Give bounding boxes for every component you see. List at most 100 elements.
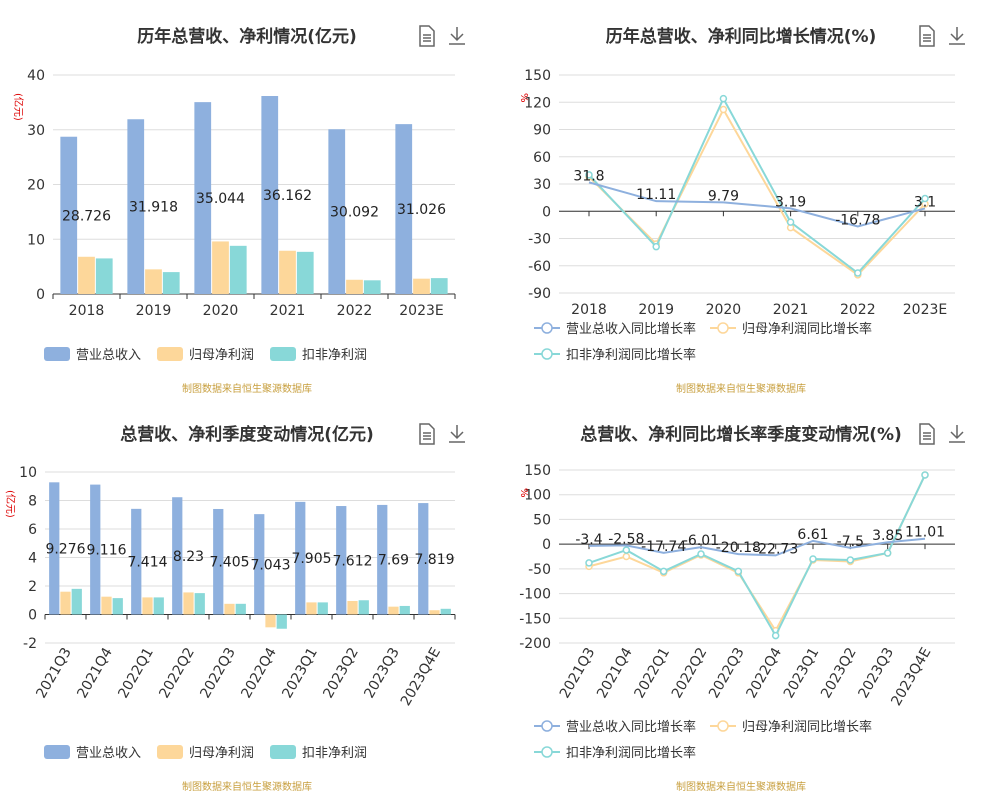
y-tick-label: 4 [28, 551, 37, 567]
panel-annual-growth: 历年总营收、净利同比增长情况(%) -90 -60 -30 0 30 60 90 120 150… [494, 0, 988, 405]
document-icon[interactable] [416, 24, 438, 48]
bar [49, 482, 60, 615]
legend-label-profit-growth[interactable]: 归母净利润同比增长率 [742, 322, 873, 337]
legend-icon-revenue[interactable] [534, 719, 560, 733]
data-label: 30.092 [330, 205, 379, 221]
y-tick-label: 100 [524, 488, 551, 504]
bar [328, 129, 346, 294]
x-tick-label: 2021 [773, 302, 809, 318]
data-source-note: 制图数据来自恒生聚源数据库 [182, 384, 312, 395]
bar [127, 119, 145, 294]
legend-icon-deducted[interactable] [534, 745, 560, 759]
legend-label-revenue-growth[interactable]: 营业总收入同比增长率 [566, 322, 697, 337]
data-point [719, 94, 728, 103]
data-point [786, 218, 795, 226]
x-tick-label: 2023Q3 [361, 645, 403, 701]
data-label: -2.58 [608, 531, 644, 547]
y-tick-label: -200 [519, 636, 551, 652]
legend-swatch-revenue[interactable] [44, 346, 70, 361]
download-icon[interactable] [446, 24, 468, 48]
chart-title: 历年总营收、净利同比增长情况(%) [605, 27, 877, 47]
legend-swatch-revenue[interactable] [44, 744, 70, 759]
data-source-note: 制图数据来自恒生聚源数据库 [676, 384, 806, 395]
x-tick-label: 2023Q2 [320, 645, 362, 701]
x-tick-label: 2023E [903, 302, 947, 318]
y-axis-label: % [518, 488, 529, 498]
y-tick-label: 0 [36, 287, 45, 303]
x-tick-label: 2019 [638, 302, 674, 318]
data-label: 35.044 [196, 191, 245, 207]
legend-label-deducted[interactable]: 扣非净利润 [302, 348, 368, 363]
data-label: 7.043 [250, 557, 290, 573]
bar [194, 593, 205, 615]
legend-swatch-profit[interactable] [157, 744, 184, 759]
data-point [622, 552, 631, 561]
x-tick-label: 2022 [337, 303, 373, 319]
bar [346, 279, 363, 294]
bar [429, 610, 440, 615]
bar [60, 591, 71, 615]
bar [377, 504, 388, 615]
data-label: 28.726 [62, 208, 111, 224]
legend-icon-deducted[interactable] [534, 347, 560, 361]
document-icon[interactable] [916, 422, 938, 446]
data-point [719, 105, 728, 114]
bar [265, 614, 276, 628]
legend-label-deducted[interactable]: 扣非净利润 [302, 746, 368, 761]
legend-swatch-deducted[interactable] [270, 744, 297, 759]
y-tick-label: 150 [524, 68, 551, 84]
legend-label-deducted-growth[interactable]: 扣非净利润同比增长率 [566, 746, 697, 761]
y-tick-label: 10 [19, 465, 37, 481]
x-tick-label: 2023Q1 [279, 645, 321, 701]
data-label: 11.11 [636, 187, 676, 203]
x-tick-label: 2021Q3 [557, 645, 599, 701]
series-line [588, 107, 926, 277]
legend-label-revenue-growth[interactable]: 营业总收入同比增长率 [566, 720, 697, 735]
data-label: 7.69 [378, 553, 409, 569]
legend-icon-profit[interactable] [710, 321, 737, 335]
data-point [622, 546, 631, 554]
data-label: 9.116 [86, 543, 126, 559]
download-icon[interactable] [446, 422, 468, 446]
data-label: 3.85 [872, 528, 903, 544]
legend-icon-revenue[interactable] [534, 321, 560, 335]
data-label: 31.026 [397, 202, 446, 218]
x-tick-label: 2021Q4 [74, 645, 116, 701]
data-label: 7.612 [332, 553, 372, 569]
legend-row-2: 扣非净利润同比增长率 [534, 344, 696, 363]
document-icon[interactable] [416, 422, 438, 446]
bar [413, 278, 430, 294]
data-label: 9.276 [45, 541, 85, 557]
data-label: 7.405 [209, 555, 249, 571]
legend-label-profit-growth[interactable]: 归母净利润同比增长率 [742, 720, 873, 735]
data-label: 7.905 [291, 551, 331, 567]
data-label: 11.01 [905, 525, 945, 541]
bar [395, 124, 413, 294]
bar [363, 280, 381, 294]
x-tick-label: 2019 [136, 303, 172, 319]
bar [399, 605, 410, 615]
legend-swatch-profit[interactable] [157, 346, 184, 361]
y-tick-label: 30 [533, 177, 551, 193]
y-tick-label: 10 [27, 232, 45, 248]
bar [194, 102, 212, 295]
bar [388, 606, 399, 615]
legend-label-profit[interactable]: 归母净利润 [189, 746, 255, 761]
x-tick-label: 2022 [840, 302, 876, 318]
bar [60, 136, 78, 294]
document-icon[interactable] [916, 24, 938, 48]
legend-icon-profit[interactable] [710, 719, 737, 733]
download-icon[interactable] [946, 422, 968, 446]
bar [142, 597, 153, 615]
legend-label-revenue[interactable]: 营业总收入 [76, 348, 142, 363]
x-tick-label: 2021Q3 [33, 645, 75, 701]
y-tick-label: 2 [28, 579, 37, 595]
legend-label-profit[interactable]: 归母净利润 [189, 348, 255, 363]
legend-label-revenue[interactable]: 营业总收入 [76, 746, 142, 761]
legend-label-deducted-growth[interactable]: 扣非净利润同比增长率 [566, 348, 697, 363]
legend-swatch-deducted[interactable] [270, 346, 297, 361]
data-point [921, 194, 929, 203]
x-tick-label: 2023E [399, 303, 443, 319]
data-point [734, 567, 743, 576]
download-icon[interactable] [946, 24, 968, 48]
